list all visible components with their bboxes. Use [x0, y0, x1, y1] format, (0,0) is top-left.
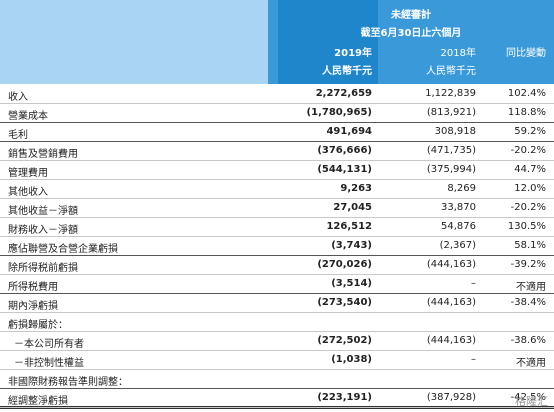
cell: – — [471, 354, 476, 365]
table-row: 毛利 491,694 308,918 59.2% — [0, 123, 554, 142]
watermark: 格隆汇 — [515, 395, 548, 408]
cell: 130.5% — [507, 221, 546, 232]
cell: 54,876 — [441, 221, 476, 232]
cell: (444,163) — [426, 297, 476, 308]
table-row: 所得税費用 (3,514) – 不適用 — [0, 275, 554, 294]
row-label: －非控制性權益 — [14, 358, 84, 369]
cell: (272,502) — [317, 335, 372, 346]
cell: (444,163) — [426, 335, 476, 346]
cell: -42.5% — [510, 392, 546, 403]
table-row: 期內淨虧損 (273,540) (444,163) -38.4% — [0, 294, 554, 313]
table-row: 管理費用 (544,131) (375,994) 44.7% — [0, 161, 554, 180]
cell: 59.2% — [514, 126, 546, 137]
table-row: 經調整淨虧損 (223,191) (387,928) -42.5% — [0, 389, 554, 408]
row-label: 營業成本 — [8, 111, 48, 122]
cell: (471,735) — [426, 145, 476, 156]
table-row: 其他收益－淨額 27,045 33,870 -20.2% — [0, 199, 554, 218]
cell: (544,131) — [317, 164, 372, 175]
row-label: 財務收入－淨額 — [8, 225, 78, 236]
cell: 102.4% — [507, 88, 546, 99]
cell: 2,272,659 — [315, 88, 372, 99]
cell: -20.2% — [510, 202, 546, 213]
table-row: －本公司所有者 (272,502) (444,163) -38.6% — [0, 332, 554, 351]
cell: (387,928) — [426, 392, 476, 403]
cell: (3,514) — [331, 278, 372, 289]
table-row: 其他收入 9,263 8,269 12.0% — [0, 180, 554, 199]
cell: 9,263 — [340, 183, 372, 194]
cell: (1,780,965) — [306, 107, 372, 118]
cell: (1,038) — [331, 354, 372, 365]
row-label: 收入 — [8, 92, 28, 103]
row-label: 所得税費用 — [8, 282, 58, 293]
cell: -38.4% — [510, 297, 546, 308]
header-line2: 截至6月30日止六個月 — [360, 28, 462, 39]
row-label: 其他收益－淨額 — [8, 206, 78, 217]
cell: 58.1% — [514, 240, 546, 251]
cell: -20.2% — [510, 145, 546, 156]
row-label: 其他收入 — [8, 187, 48, 198]
row-label: 期內淨虧損 — [8, 301, 58, 312]
row-label: 毛利 — [8, 130, 28, 141]
cell: 44.7% — [514, 164, 546, 175]
header-left — [0, 0, 268, 84]
table-row: 應佔聯營及合營企業虧損 (3,743) (2,367) 58.1% — [0, 237, 554, 256]
table-row: 除所得税前虧損 (270,026) (444,163) -39.2% — [0, 256, 554, 275]
col-year: 2018年 — [440, 48, 476, 59]
row-label: 銷售及營銷費用 — [8, 149, 78, 160]
row-label: 經調整淨虧損 — [8, 396, 68, 407]
cell: 1,122,839 — [425, 88, 476, 99]
cell: -38.6% — [510, 335, 546, 346]
cell: 12.0% — [514, 183, 546, 194]
row-label: 管理費用 — [8, 168, 48, 179]
cell: (444,163) — [426, 259, 476, 270]
bottom-rule — [0, 406, 554, 409]
cell: -39.2% — [510, 259, 546, 270]
cell: (376,666) — [317, 145, 372, 156]
row-label: 應佔聯營及合營企業虧損 — [8, 244, 118, 255]
cell: 118.8% — [507, 107, 546, 118]
cell: 308,918 — [434, 126, 476, 137]
cell: 33,870 — [441, 202, 476, 213]
cell: 27,045 — [333, 202, 372, 213]
cell: (813,921) — [426, 107, 476, 118]
table-row: 收入 2,272,659 1,122,839 102.4% — [0, 85, 554, 104]
table-row: 營業成本 (1,780,965) (813,921) 118.8% — [0, 104, 554, 123]
table-row: 財務收入－淨額 126,512 54,876 130.5% — [0, 218, 554, 237]
col-unit: 人民幣千元 — [322, 66, 372, 77]
cell: 8,269 — [447, 183, 476, 194]
row-label: －本公司所有者 — [14, 339, 84, 350]
cell: 126,512 — [326, 221, 372, 232]
row-label: 非國際財務報告準則調整： — [8, 377, 128, 388]
cell: (375,994) — [426, 164, 476, 175]
col-year: 2019年 — [334, 48, 372, 59]
row-label: 虧損歸屬於： — [8, 320, 68, 331]
cell: 不適用 — [516, 282, 546, 293]
cell: (223,191) — [317, 392, 372, 403]
cell: – — [471, 278, 476, 289]
table-row: 虧損歸屬於： — [0, 313, 554, 332]
header-current-column — [278, 0, 378, 84]
cell: 491,694 — [326, 126, 372, 137]
header-line1: 未經審計 — [391, 10, 431, 21]
cell: 不適用 — [516, 358, 546, 369]
table-row: 非國際財務報告準則調整： — [0, 370, 554, 389]
col-year: 同比變動 — [506, 48, 546, 59]
col-unit: 人民幣千元 — [426, 66, 476, 77]
cell: (3,743) — [331, 240, 372, 251]
table-row: 銷售及營銷費用 (376,666) (471,735) -20.2% — [0, 142, 554, 161]
cell: (273,540) — [317, 297, 372, 308]
table-row: －非控制性權益 (1,038) – 不適用 — [0, 351, 554, 370]
cell: (270,026) — [317, 259, 372, 270]
row-label: 除所得税前虧損 — [8, 263, 78, 274]
cell: (2,367) — [439, 240, 476, 251]
